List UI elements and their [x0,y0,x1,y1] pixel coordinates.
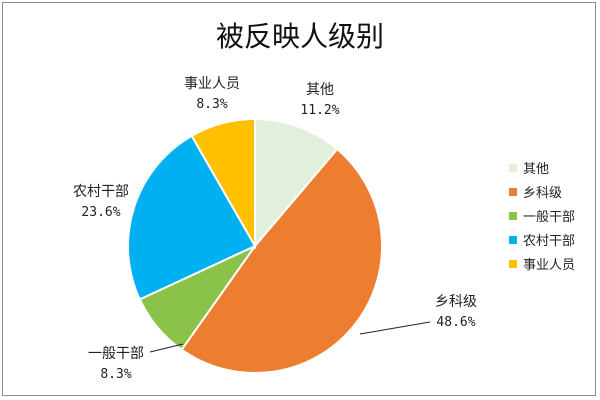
legend-label: 其他 [523,162,549,177]
legend-swatch [509,260,517,268]
legend-swatch [509,188,517,196]
legend-swatch [509,236,517,244]
slice-value-label: 23.6% [81,205,120,220]
legend-label: 事业人员 [523,258,575,273]
chart-title: 被反映人级别 [216,20,384,53]
slice-value-label: 11.2% [300,103,339,118]
pie-slice-3 [127,134,257,301]
leader-line [359,321,431,335]
slice-value-label: 48.6% [436,315,475,330]
slice-category-label: 农村干部 [73,184,129,200]
legend-swatch [509,212,517,220]
slice-labels: 其他 11.2% 乡科级 48.6% 一般干部 8.3% 农村干部 23.6% 事业人员 8.3% [73,76,477,382]
legend-label: 农村干部 [523,234,575,249]
pie-slice-0 [254,117,339,249]
leader-line [149,343,184,353]
slice-category-label: 其他 [306,82,334,98]
pie-slice-4 [190,117,256,250]
pie-slices [127,117,384,374]
legend-label: 乡科级 [523,186,562,201]
slice-category-label: 一般干部 [88,346,144,362]
legend-swatch [509,164,517,172]
slice-value-label: 8.3% [100,367,131,382]
legend-label: 一般干部 [523,209,575,225]
pie-slice-1 [180,147,384,374]
slice-category-label: 乡科级 [435,294,477,310]
slice-category-label: 事业人员 [184,76,240,92]
slice-value-label: 8.3% [196,97,227,112]
leader-lines [149,321,431,353]
